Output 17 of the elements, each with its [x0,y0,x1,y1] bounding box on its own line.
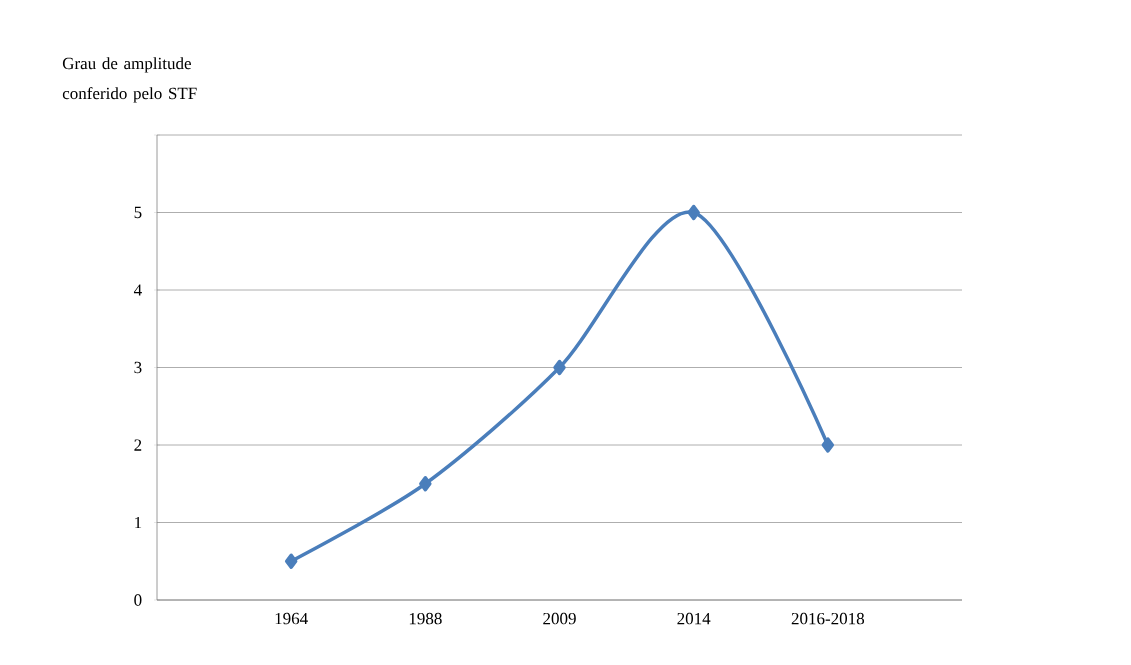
x-tick-label: 2016-2018 [791,612,865,625]
y-tick-label: 1 [135,516,142,529]
x-tick-label: 1964 [275,612,308,625]
x-tick-label: 1988 [409,612,442,625]
y-tick-label: 3 [134,361,142,374]
x-tick-label: 2014 [677,612,711,625]
point [419,476,432,492]
y-axis-title: Grau de amplitude conferido pelo STF [62,57,197,103]
point [821,437,835,453]
y-tick-label: 0 [134,594,142,606]
x-tick-label: 2009 [543,612,576,625]
y-tick-label: 5 [134,206,142,219]
y-tick-label: 4 [133,284,142,296]
point [284,553,298,569]
y-tick-label: 2 [134,439,142,451]
point [687,204,700,221]
point [553,359,566,376]
